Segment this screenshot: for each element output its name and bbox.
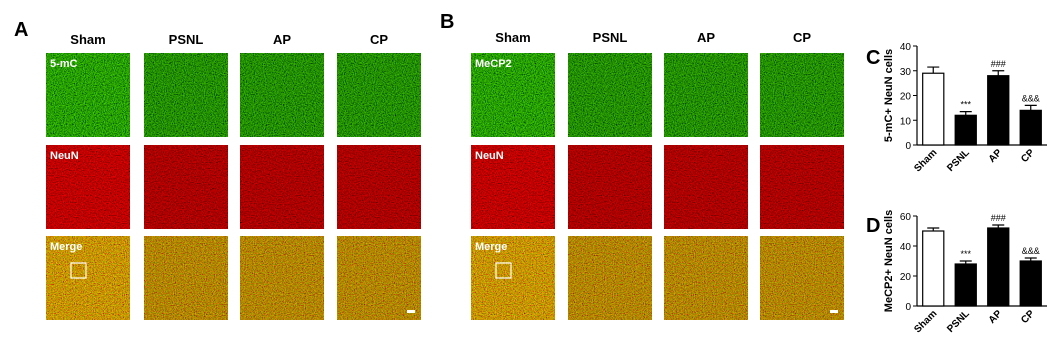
y-tick-label: 40 (900, 42, 912, 53)
micrograph-signal (664, 236, 748, 320)
error-bar (959, 110, 972, 116)
micrograph-signal (240, 53, 324, 137)
micrograph-signal (46, 145, 130, 229)
micrograph-signal (46, 236, 130, 320)
micrograph-signal (471, 145, 555, 229)
column-header: Sham (495, 30, 530, 45)
error-bar (927, 66, 940, 74)
error-bar (927, 227, 940, 231)
micrograph-signal (664, 53, 748, 137)
error-bar (959, 260, 972, 264)
roi-box (495, 262, 512, 279)
column-header: AP (273, 32, 291, 47)
bar (1019, 109, 1042, 146)
y-tick-label: 10 (900, 116, 912, 127)
bar (954, 263, 977, 307)
column-header: CP (793, 30, 811, 45)
scale-bar (407, 310, 415, 313)
micrograph-signal (337, 236, 421, 320)
micrograph-signal (240, 145, 324, 229)
micrograph-signal (760, 53, 844, 137)
bar (987, 75, 1010, 146)
bar (1019, 260, 1042, 307)
x-tick-label: CP (1019, 308, 1037, 326)
column-header: Sham (70, 32, 105, 47)
micrograph-signal (568, 145, 652, 229)
panel-letter: C (866, 47, 880, 69)
column-header: PSNL (169, 32, 204, 47)
significance-mark: *** (960, 249, 971, 259)
panel-letter: A (14, 19, 28, 41)
error-bar (1024, 104, 1037, 111)
error-bar (1024, 257, 1037, 261)
x-tick-label: Sham (912, 147, 939, 174)
micrograph-signal (664, 145, 748, 229)
micrograph-signal (337, 145, 421, 229)
row-label: MeCP2 (475, 58, 512, 70)
micrograph-signal (46, 53, 130, 137)
micrograph-signal (471, 236, 555, 320)
x-tick-label: PSNL (945, 308, 972, 335)
x-tick-label: CP (1019, 147, 1037, 165)
panel-letter: B (440, 11, 454, 33)
micrograph-signal (568, 53, 652, 137)
micrograph-signal (760, 145, 844, 229)
column-header: PSNL (593, 30, 628, 45)
significance-mark: &&& (1022, 93, 1040, 103)
significance-mark: ### (991, 59, 1006, 69)
bar (922, 230, 945, 307)
column-header: AP (697, 30, 715, 45)
row-label: Merge (50, 241, 82, 253)
x-tick-label: Sham (912, 308, 939, 335)
micrograph-signal (471, 53, 555, 137)
micrograph-signal (144, 236, 228, 320)
x-tick-label: PSNL (945, 147, 972, 174)
micrograph-signal (568, 236, 652, 320)
y-axis-label: MeCP2+ NeuN cells (883, 210, 895, 312)
y-tick-label: 20 (900, 92, 912, 103)
micrograph-signal (337, 53, 421, 137)
micrograph-signal (144, 53, 228, 137)
y-axis-label: 5-mC+ NeuN cells (883, 49, 895, 142)
row-label: Merge (475, 241, 507, 253)
significance-mark: &&& (1022, 246, 1040, 256)
panel-letter: D (866, 215, 880, 237)
micrograph-signal (760, 236, 844, 320)
column-header: CP (370, 32, 388, 47)
y-tick-label: 40 (900, 242, 912, 253)
bar (922, 72, 945, 146)
y-tick-label: 0 (905, 302, 911, 313)
row-label: NeuN (475, 150, 504, 162)
y-tick-label: 20 (900, 272, 912, 283)
error-bar (992, 224, 1005, 228)
error-bar (992, 70, 1005, 76)
x-tick-label: AP (987, 308, 1005, 326)
y-tick-label: 60 (900, 212, 912, 223)
y-tick-label: 0 (905, 141, 911, 152)
bar (954, 114, 977, 146)
micrograph-signal (240, 236, 324, 320)
micrograph-signal (144, 145, 228, 229)
roi-box (70, 262, 87, 279)
significance-mark: ### (991, 213, 1006, 223)
row-label: NeuN (50, 150, 79, 162)
significance-mark: *** (960, 100, 971, 110)
row-label: 5-mC (50, 58, 78, 70)
scale-bar (830, 310, 838, 313)
y-tick-label: 30 (900, 67, 912, 78)
x-tick-label: AP (987, 147, 1005, 165)
bar (987, 227, 1010, 307)
